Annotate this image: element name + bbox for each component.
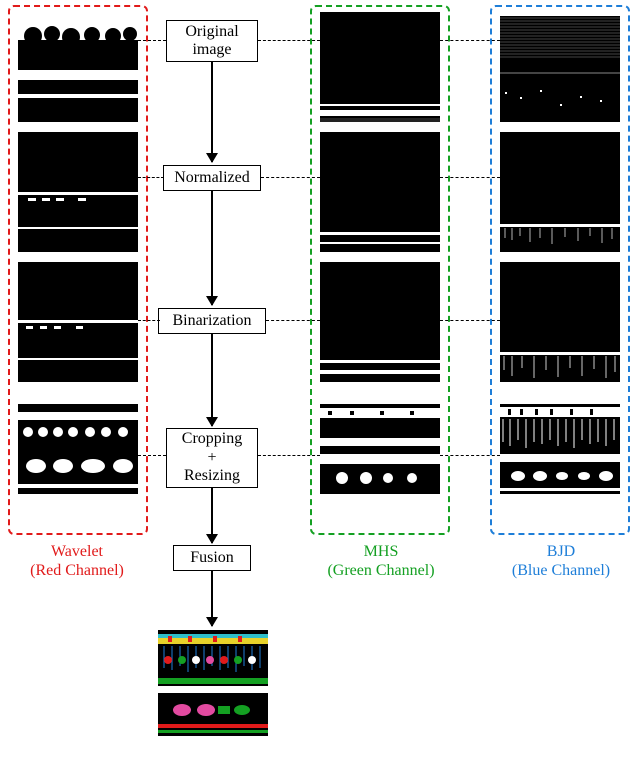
label-text: MHS <box>364 543 399 560</box>
arrow-crop-fusion <box>211 488 213 543</box>
dash-bjd-2 <box>440 320 500 321</box>
arrow-orig-norm <box>211 62 213 162</box>
diagram-canvas: Wavelet (Red Channel) MHS (Green Channel… <box>0 0 640 775</box>
dash-bjd-0 <box>440 40 500 41</box>
dash-mhs-0 <box>258 40 320 41</box>
label-text: Wavelet <box>51 543 103 560</box>
label-text: (Blue Channel) <box>512 562 610 579</box>
thumb-wavelet-bin <box>18 262 138 382</box>
arrow-fusion-out <box>211 571 213 626</box>
dash-bjd-3 <box>440 455 500 456</box>
fusion-output <box>158 630 268 736</box>
arrow-norm-bin <box>211 191 213 305</box>
box-label: Normalized <box>174 169 250 187</box>
label-text: (Green Channel) <box>327 562 434 579</box>
channel-label-mhs: MHS (Green Channel) <box>316 542 446 580</box>
box-label-line: Cropping <box>182 430 242 447</box>
dash-mhs-1 <box>261 177 320 178</box>
thumb-bjd-norm <box>500 132 620 252</box>
channel-label-wavelet: Wavelet (Red Channel) <box>12 542 142 580</box>
thumb-wavelet-norm <box>18 132 138 252</box>
dash-mhs-3 <box>258 455 320 456</box>
box-label: Original image <box>185 23 238 60</box>
dash-wavelet-2 <box>138 320 160 321</box>
proc-box-normalized: Normalized <box>163 165 261 191</box>
label-text: (Red Channel) <box>30 562 124 579</box>
channel-label-bjd: BJD (Blue Channel) <box>496 542 626 580</box>
proc-box-fusion: Fusion <box>173 545 251 571</box>
box-label-line: Original <box>185 23 238 40</box>
dash-mhs-2 <box>266 320 320 321</box>
thumb-mhs-norm <box>320 132 440 252</box>
arrow-bin-crop <box>211 334 213 426</box>
box-label-line: + <box>207 449 216 466</box>
box-label: Cropping + Resizing <box>182 430 242 485</box>
proc-box-cropping: Cropping + Resizing <box>166 428 258 488</box>
thumb-mhs-crop <box>320 404 440 494</box>
proc-box-binarization: Binarization <box>158 308 266 334</box>
proc-box-original: Original image <box>166 20 258 62</box>
box-label-line: Resizing <box>184 467 240 484</box>
box-label: Binarization <box>172 312 251 330</box>
thumb-bjd-orig <box>500 12 620 122</box>
thumb-wavelet-orig <box>18 12 138 122</box>
thumb-mhs-bin <box>320 262 440 382</box>
box-label-line: image <box>192 41 231 58</box>
thumb-bjd-bin <box>500 262 620 382</box>
thumb-mhs-orig <box>320 12 440 122</box>
dash-wavelet-1 <box>138 177 164 178</box>
dash-wavelet-3 <box>138 455 166 456</box>
dash-wavelet-0 <box>138 40 166 41</box>
thumb-wavelet-crop <box>18 404 138 494</box>
dash-bjd-1 <box>440 177 500 178</box>
box-label: Fusion <box>190 549 234 567</box>
label-text: BJD <box>547 543 575 560</box>
thumb-bjd-crop <box>500 404 620 494</box>
